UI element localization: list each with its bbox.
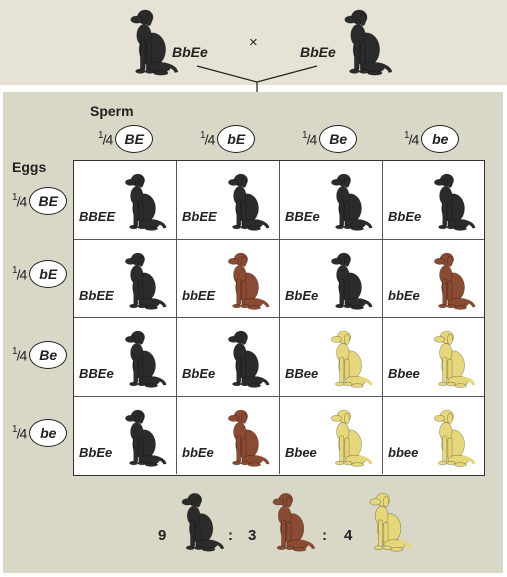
offspring-genotype: BbEe xyxy=(182,366,216,381)
punnett-cell: BBEe xyxy=(74,318,177,397)
offspring-genotype: BbEE xyxy=(182,209,217,224)
parent-genotype-right: BbEe xyxy=(300,44,336,60)
parent-dog-left xyxy=(130,9,179,76)
ratio-dog-black xyxy=(181,493,225,552)
punnett-cell: BBEe xyxy=(280,161,383,240)
offspring-dog xyxy=(125,330,167,388)
ratio-dog-yellow xyxy=(369,493,413,552)
egg-gamete: 1/4 BE xyxy=(12,186,68,216)
offspring-genotype: BbEe xyxy=(79,444,113,460)
offspring-genotype: Bbee xyxy=(388,366,420,381)
offspring-dog xyxy=(434,173,476,231)
sperm-gamete: 1/4 BE xyxy=(98,124,154,154)
punnett-cell: bbEE xyxy=(177,239,280,318)
punnett-cell: Bbee xyxy=(383,318,484,397)
punnett-cell: BbEe xyxy=(280,239,383,318)
offspring-genotype: bbee xyxy=(388,444,419,460)
offspring-dog xyxy=(331,409,373,467)
offspring-dog xyxy=(125,252,167,310)
eggs-heading: Eggs xyxy=(12,159,47,175)
offspring-genotype: BBee xyxy=(285,366,319,381)
gamete-allele: bE xyxy=(29,260,68,288)
punnett-cell: bbEe xyxy=(383,240,484,318)
offspring-genotype: BbEE xyxy=(79,287,114,303)
ratio-yellow-count: 4 xyxy=(344,527,353,544)
punnett-square: BBEE BbEE BBEe BbEe BbEE bbEE BbEe bbEe BBEe BbEe… xyxy=(73,160,485,476)
offspring-genotype: bbEe xyxy=(388,287,420,303)
punnett-cell: Bbee xyxy=(280,396,383,474)
egg-gamete: 1/4 bE xyxy=(12,259,68,289)
ratio-chocolate-count: 3 xyxy=(248,527,257,544)
punnett-cell: BbEe xyxy=(74,396,177,474)
sperm-heading: Sperm xyxy=(90,103,134,119)
punnett-cell: BBee xyxy=(280,318,383,397)
gamete-fraction: 1/4 xyxy=(200,129,215,148)
gamete-fraction: 1/4 xyxy=(98,129,113,148)
offspring-dog xyxy=(331,173,373,231)
offspring-dog xyxy=(228,409,270,467)
egg-gamete: 1/4 Be xyxy=(12,340,68,370)
cross-symbol: × xyxy=(249,34,258,51)
offspring-dog xyxy=(125,409,167,467)
gamete-allele: be xyxy=(29,419,68,447)
ratio-dog-chocolate xyxy=(272,493,316,552)
gamete-fraction: 1/4 xyxy=(12,191,27,210)
parental-cross-panel xyxy=(0,0,507,85)
gamete-fraction: 1/4 xyxy=(12,264,27,283)
gamete-allele: bE xyxy=(217,125,256,153)
punnett-cell: BbEe xyxy=(177,318,280,397)
offspring-genotype: BBEE xyxy=(79,209,116,224)
offspring-genotype: BBEe xyxy=(79,366,114,381)
punnett-cell: BBEE xyxy=(74,161,177,240)
offspring-genotype: Bbee xyxy=(285,444,317,460)
offspring-dog xyxy=(331,252,373,310)
offspring-dog xyxy=(228,330,270,388)
gamete-allele: BE xyxy=(29,187,68,215)
offspring-genotype: bbEE xyxy=(182,287,216,303)
sperm-gamete: 1/4 Be xyxy=(302,124,358,154)
sperm-gamete: 1/4 bE xyxy=(200,124,256,154)
gamete-allele: BE xyxy=(115,125,154,153)
gamete-allele: Be xyxy=(29,341,68,369)
offspring-genotype: bbEe xyxy=(182,444,214,460)
offspring-dog xyxy=(434,330,476,388)
gamete-fraction: 1/4 xyxy=(302,129,317,148)
gamete-allele: be xyxy=(421,125,460,153)
egg-gamete: 1/4 be xyxy=(12,418,68,448)
offspring-genotype: BBEe xyxy=(285,209,320,224)
parent-dog-right xyxy=(344,9,393,76)
gamete-fraction: 1/4 xyxy=(12,345,27,364)
offspring-genotype: BbEe xyxy=(388,209,422,224)
offspring-dog xyxy=(434,252,476,310)
ratio-separator: : xyxy=(322,527,327,544)
gamete-fraction: 1/4 xyxy=(404,129,419,148)
parent-genotype-left: BbEe xyxy=(172,44,208,60)
punnett-cell: BbEE xyxy=(177,161,280,240)
gamete-allele: Be xyxy=(319,125,358,153)
ratio-black-count: 9 xyxy=(158,527,167,544)
punnett-cell: bbEe xyxy=(177,396,280,474)
punnett-cell: bbee xyxy=(383,397,484,475)
punnett-cell: BbEe xyxy=(383,161,484,240)
offspring-dog xyxy=(331,330,373,388)
ratio-separator: : xyxy=(228,527,233,544)
sperm-gamete: 1/4 be xyxy=(404,124,460,154)
punnett-cell: BbEE xyxy=(74,239,177,318)
gamete-fraction: 1/4 xyxy=(12,423,27,442)
offspring-dog xyxy=(434,409,476,467)
offspring-genotype: BbEe xyxy=(285,287,319,303)
offspring-dog xyxy=(228,173,270,231)
offspring-dog xyxy=(228,252,270,310)
offspring-dog xyxy=(125,173,167,231)
